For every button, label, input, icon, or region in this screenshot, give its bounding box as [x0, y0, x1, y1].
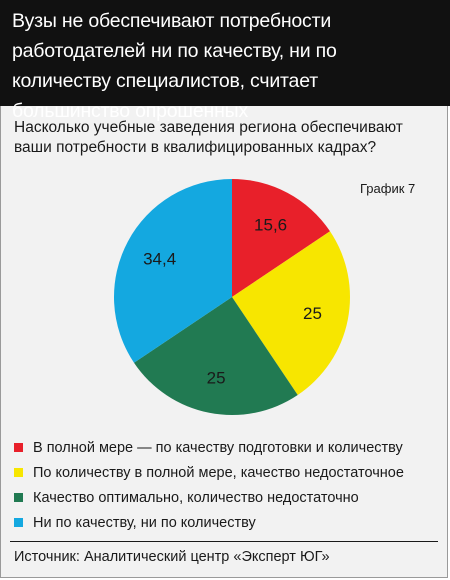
legend-label: По количеству в полной мере, качество не…	[33, 465, 404, 481]
legend-swatch	[14, 442, 23, 452]
pie-slice-value-label: 34,4	[143, 249, 176, 268]
legend-swatch	[14, 492, 23, 502]
source-divider	[10, 541, 438, 542]
legend-item: В полной мере — по качеству подготовки и…	[14, 436, 444, 461]
pie-slice-value-label: 25	[207, 368, 226, 387]
legend-item: Качество оптимально, количество недостат…	[14, 486, 444, 511]
legend-label: В полной мере — по качеству подготовки и…	[33, 440, 403, 456]
pie-slice-2	[232, 231, 350, 396]
pie-slice-value-label: 25	[303, 304, 322, 323]
pie-slice-3	[133, 297, 298, 415]
legend-swatch	[14, 517, 23, 527]
legend-item: Ни по качеству, ни по количеству	[14, 511, 444, 536]
survey-question: Насколько учебные заведения региона обес…	[14, 119, 403, 156]
legend-item: По количеству в полной мере, качество не…	[14, 461, 444, 486]
legend: В полной мере — по качеству подготовки и…	[14, 436, 444, 536]
chart-headline: Вузы не обеспечивают потребности работод…	[12, 10, 337, 122]
graph-number-label: График 7	[360, 181, 416, 196]
legend-swatch	[14, 467, 23, 477]
pie-slice-4	[113, 179, 232, 363]
source-note: Источник: Аналитический центр «Эксперт Ю…	[14, 549, 330, 565]
legend-label: Качество оптимально, количество недостат…	[33, 490, 359, 506]
header-banner: Вузы не обеспечивают потребности работод…	[0, 0, 450, 122]
pie-slice-1	[232, 179, 331, 297]
legend-label: Ни по качеству, ни по количеству	[33, 515, 256, 531]
pie-slice-value-label: 15,6	[254, 216, 287, 235]
